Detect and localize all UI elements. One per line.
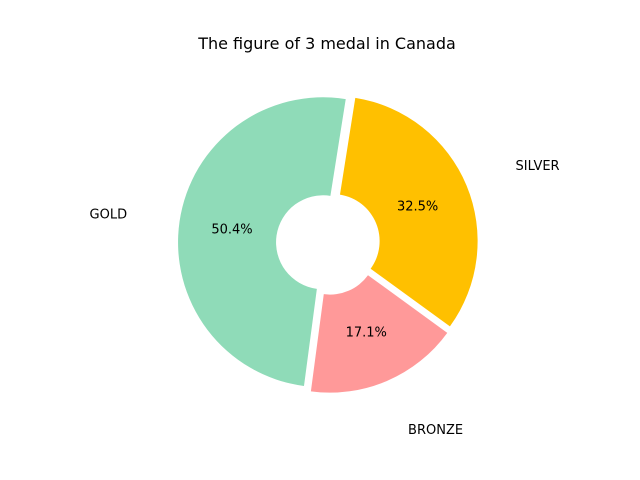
slice-bronze: [310, 275, 448, 393]
donut-slices: [178, 97, 478, 393]
slice-label-gold: GOLD: [90, 207, 128, 222]
percent-label-gold: 50.4%: [211, 223, 252, 238]
slice-label-silver: SILVER: [516, 159, 560, 174]
percent-label-bronze: 17.1%: [346, 326, 387, 341]
donut-labels: 50.4% GOLD 17.1% BRONZE 32.5% SILVER: [90, 159, 560, 438]
slice-silver: [339, 97, 478, 327]
slice-label-bronze: BRONZE: [408, 423, 463, 438]
slice-gold: [178, 97, 346, 387]
chart-title: The figure of 3 medal in Canada: [197, 34, 456, 53]
percent-label-silver: 32.5%: [397, 199, 438, 214]
